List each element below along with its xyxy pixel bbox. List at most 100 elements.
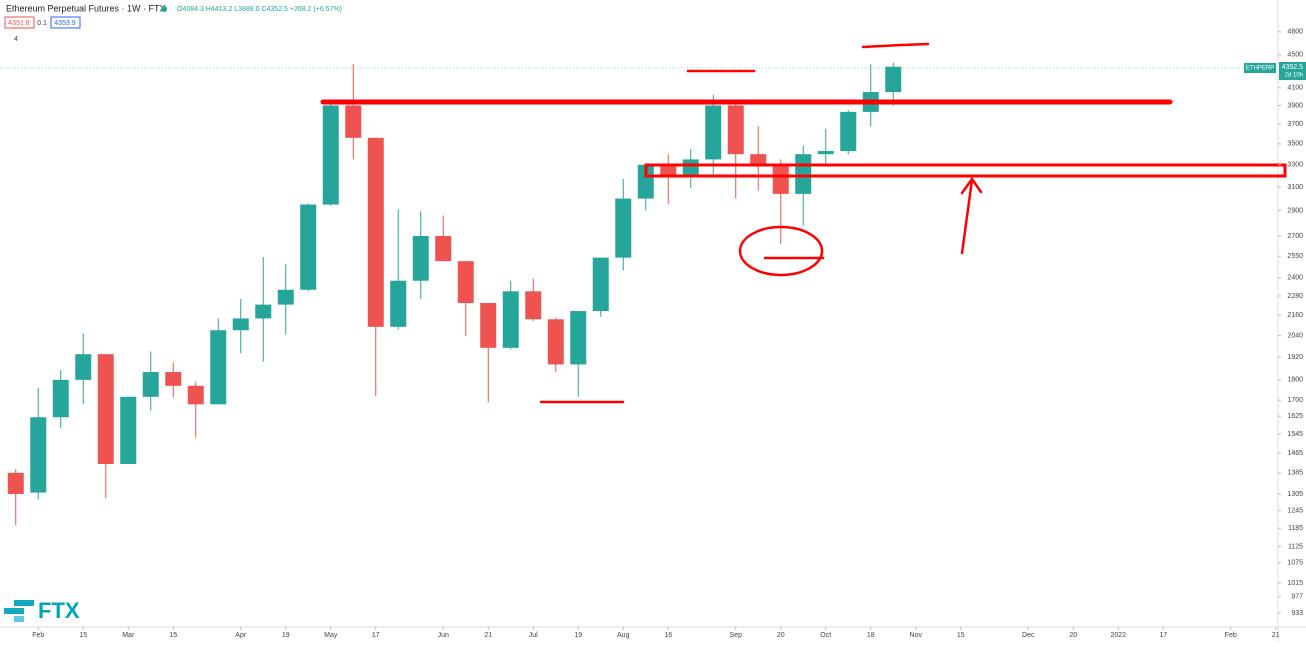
x-tick-label: 19 — [574, 632, 582, 639]
candle-body — [750, 154, 767, 165]
candle-body — [840, 111, 857, 152]
x-tick-label: 15 — [79, 632, 87, 639]
bid-box[interactable] — [4, 16, 35, 29]
x-tick-label: 21 — [1272, 632, 1280, 639]
x-tick-label: Feb — [1225, 632, 1237, 639]
y-tick-label: 4800 — [1287, 29, 1303, 36]
candle-body — [187, 385, 204, 405]
ohlc-legend: O4084.3 H4413.2 L3888.0 C4352.5 +268.2 (… — [177, 6, 342, 13]
x-tick-label: Dec — [1022, 632, 1035, 639]
candle-body — [345, 105, 362, 138]
candle-body — [727, 105, 744, 155]
x-tick-label: May — [324, 632, 338, 639]
y-tick-label: 4500 — [1287, 52, 1303, 59]
candle-body — [390, 280, 407, 327]
candle-body — [525, 291, 542, 320]
y-tick-label: 1185 — [1288, 525, 1303, 532]
ask: 4353.9 — [54, 20, 76, 27]
candle-body — [52, 379, 69, 418]
candle-body — [480, 303, 497, 348]
y-tick-label: 1800 — [1287, 377, 1303, 384]
y-tick-label: 1125 — [1288, 543, 1303, 550]
x-tick-label: 17 — [372, 632, 380, 639]
y-tick-label: 3300 — [1287, 162, 1303, 169]
x-tick-label: Oct — [820, 632, 831, 639]
x-tick-label: Feb — [32, 632, 44, 639]
support-zone — [644, 163, 1287, 178]
candle-body — [705, 105, 722, 160]
y-tick-label: 1015 — [1287, 580, 1303, 587]
candle-body — [412, 235, 429, 281]
candle-body — [7, 472, 24, 494]
y-tick-label: 3100 — [1287, 184, 1303, 191]
plot — [7, 62, 902, 526]
countdown: 2d 10h — [1285, 73, 1303, 79]
y-tick-label: 4100 — [1287, 85, 1303, 92]
arrow — [960, 176, 983, 255]
y-tick-label: 2160 — [1287, 312, 1303, 319]
y-tick-label: 1545 — [1287, 431, 1303, 438]
bid: 4351.8 — [8, 20, 30, 27]
y-tick-label: 2700 — [1287, 233, 1303, 240]
price-axis — [1278, 0, 1306, 642]
price-tag-box — [1279, 62, 1306, 80]
x-tick-label: 20 — [777, 632, 785, 639]
candle-body — [547, 319, 564, 365]
candle-body — [615, 198, 632, 258]
y-tick-label: 1920 — [1287, 354, 1303, 361]
x-tick-label: Mar — [122, 632, 135, 639]
last-price: 4352.5 — [1282, 64, 1304, 71]
indicator-count[interactable]: 4 — [14, 36, 18, 43]
y-tick-label: 2040 — [1287, 332, 1303, 339]
chart-title: Ethereum Perpetual Futures · 1W · FTX — [6, 3, 166, 13]
y-tick-label: 977 — [1291, 594, 1303, 601]
candle-body — [97, 354, 114, 464]
y-tick-label: 1465 — [1287, 450, 1303, 457]
x-tick-label: Nov — [910, 632, 923, 639]
candle-body — [322, 105, 339, 205]
y-tick-label: 1305 — [1287, 491, 1303, 498]
y-tick-label: 1245 — [1287, 508, 1303, 515]
x-tick-label: 2022 — [1110, 632, 1126, 639]
x-tick-label: 15 — [169, 632, 177, 639]
candle-body — [502, 291, 519, 348]
candle-body — [165, 372, 182, 386]
candle-body — [232, 318, 249, 331]
candle-body — [367, 137, 384, 327]
circle — [738, 225, 824, 277]
x-tick-label: Apr — [235, 632, 247, 639]
y-tick-label: 3500 — [1287, 141, 1303, 148]
y-tick-label: 2550 — [1287, 253, 1303, 260]
candle-body — [457, 261, 474, 304]
y-tick-label: 2400 — [1287, 275, 1303, 282]
y-tick-label: 3700 — [1287, 121, 1303, 128]
y-tick-label: 2900 — [1287, 207, 1303, 214]
x-tick-label: 19 — [282, 632, 290, 639]
candle-body — [637, 164, 654, 199]
x-tick-label: 15 — [957, 632, 965, 639]
status-dot — [161, 6, 167, 12]
x-tick-label: 17 — [1159, 632, 1167, 639]
candle-body — [817, 151, 834, 155]
y-tick-label: 1385 — [1287, 470, 1303, 477]
x-tick-label: Sep — [730, 632, 743, 639]
candle-body — [300, 204, 317, 290]
logo-text: FTX — [38, 598, 80, 623]
candle-body — [277, 289, 294, 305]
candle-body — [660, 164, 677, 176]
candle-body — [795, 154, 812, 194]
candle-body — [120, 396, 137, 464]
y-tick-label: 1075 — [1287, 560, 1303, 567]
candle-body — [435, 235, 452, 262]
y-tick-label: 1700 — [1287, 397, 1303, 404]
x-tick-label: 20 — [1069, 632, 1077, 639]
x-tick-label: Jul — [529, 632, 538, 639]
ask-box[interactable] — [50, 16, 81, 29]
y-tick-label: 1625 — [1287, 413, 1303, 420]
annotations — [320, 42, 1287, 404]
candle-body — [30, 417, 47, 493]
candle-body — [210, 330, 227, 405]
candle-body — [142, 372, 159, 397]
x-tick-label: 18 — [867, 632, 875, 639]
